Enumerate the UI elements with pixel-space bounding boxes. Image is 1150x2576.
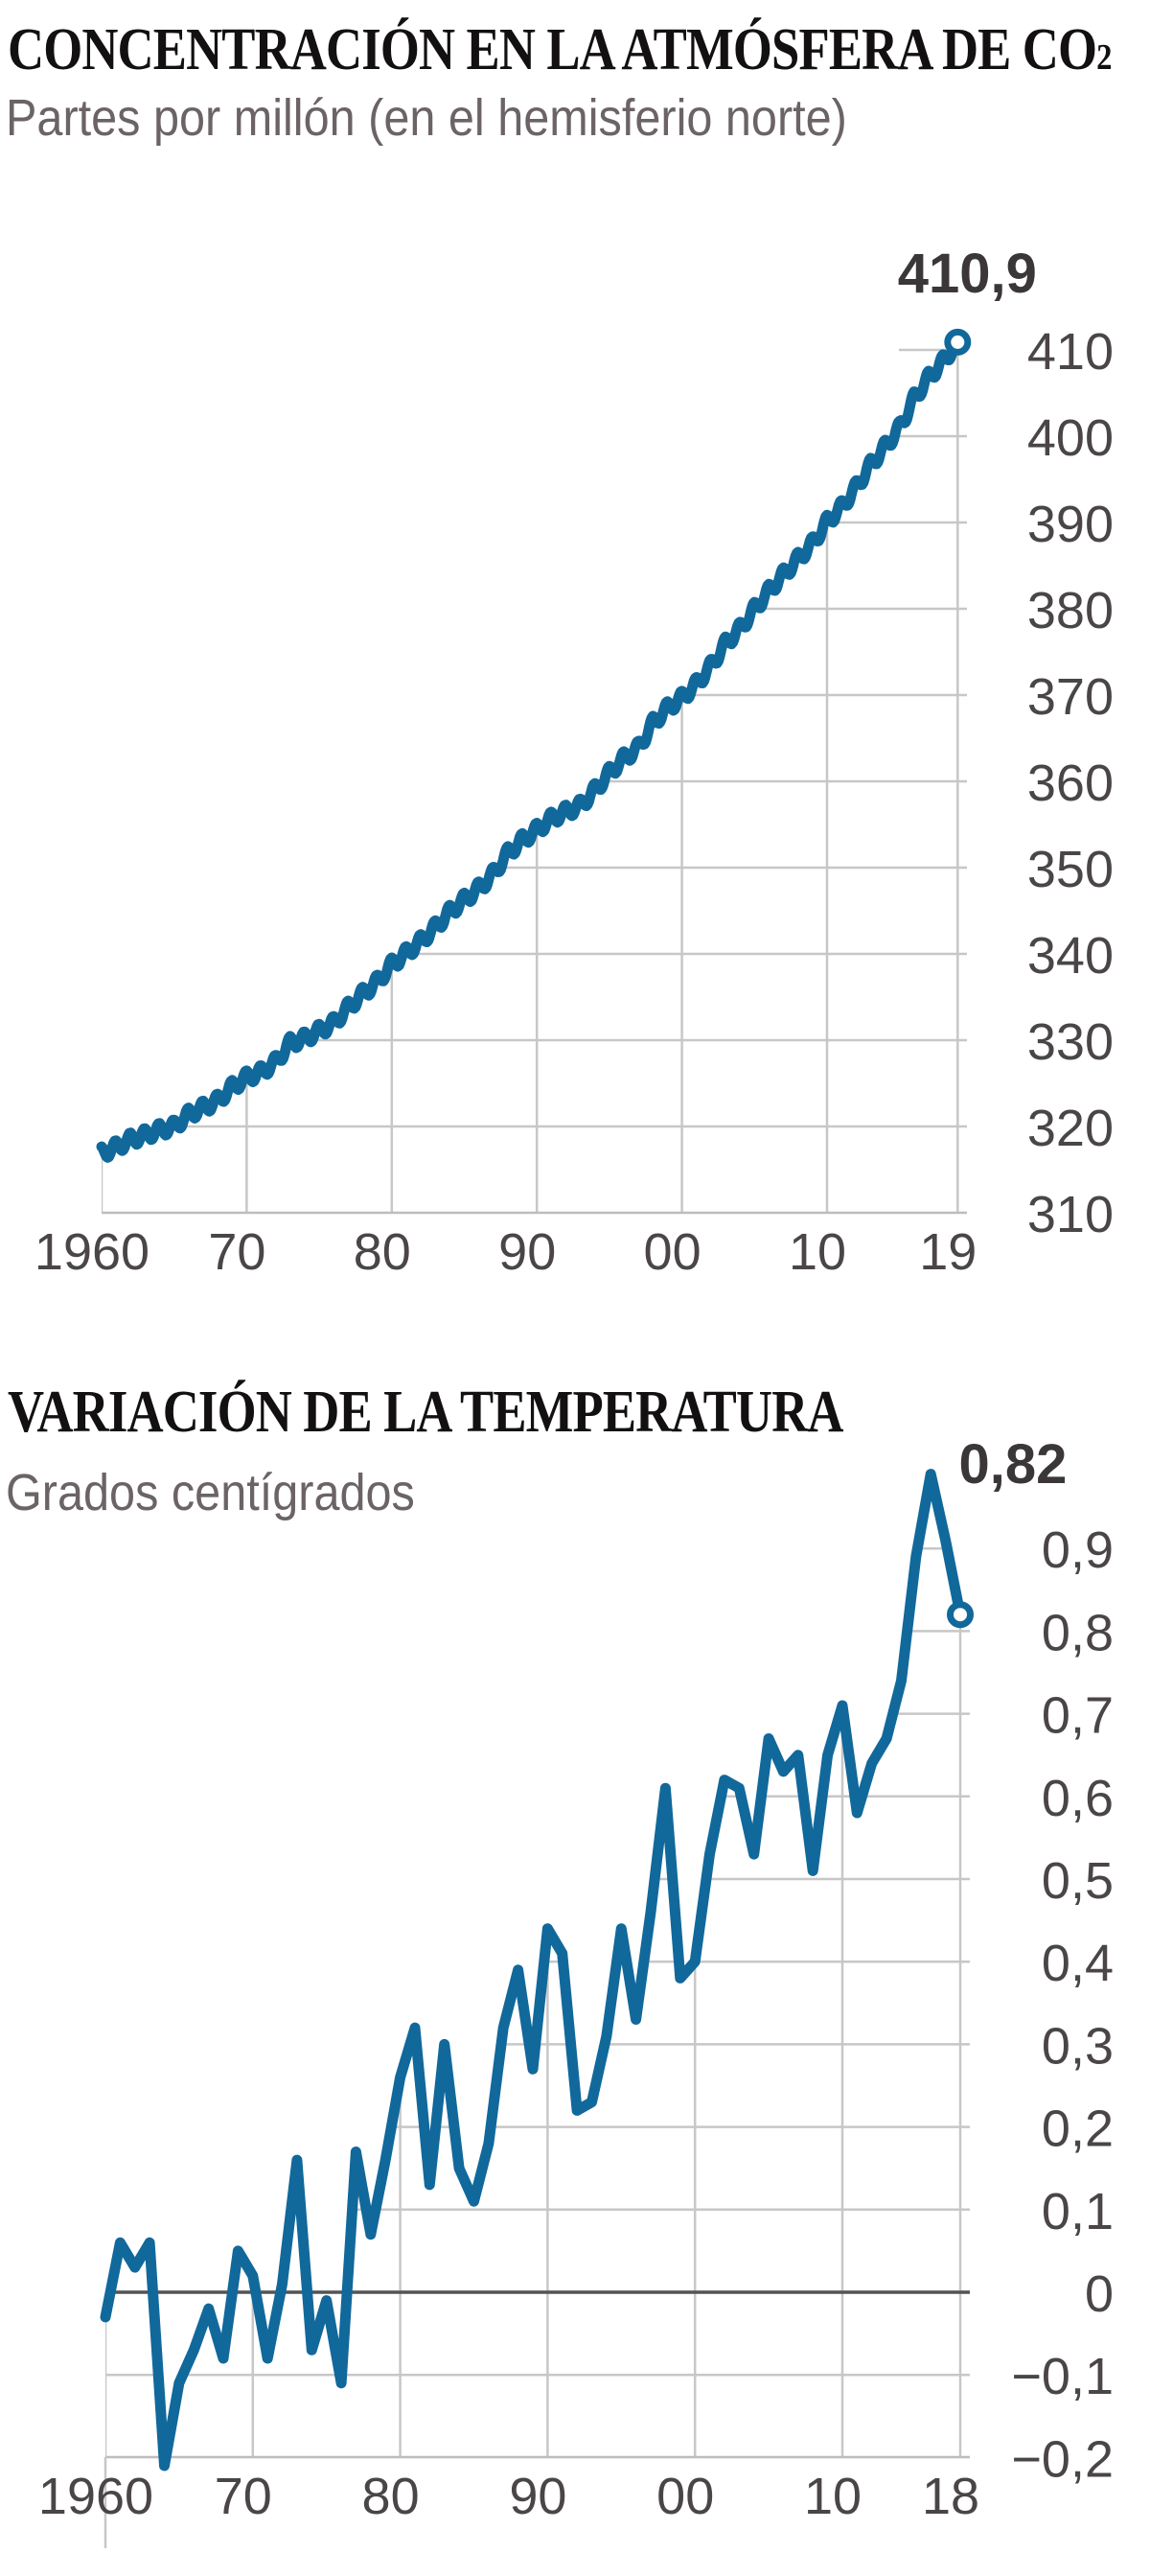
co2-title-text: CONCENTRACIÓN EN LA ATMÓSFERA DE CO: [8, 17, 1097, 82]
co2-line: [96, 332, 963, 1163]
x-tick-label: 70: [208, 1223, 265, 1281]
co2-chart: 410,9 410 400 390 380 370 360 350 340 330 320 310 19…: [34, 243, 1114, 1281]
gridlines: [102, 337, 967, 1213]
y-tick-label: 400: [1027, 409, 1114, 467]
y-tick-label: 0,8: [1042, 1604, 1114, 1661]
temperature-chart-subtitle: Grados centígrados: [6, 1464, 415, 1521]
y-tick-label: 0,3: [1042, 2017, 1114, 2075]
x-tick-label: 90: [498, 1223, 556, 1281]
y-tick-label: 340: [1027, 927, 1114, 985]
x-tick-label: 80: [354, 1223, 411, 1281]
x-tick-label: 00: [644, 1223, 702, 1281]
y-tick-label: 390: [1027, 496, 1114, 553]
x-tick-label: 80: [362, 2468, 420, 2525]
y-tick-label: 0,7: [1042, 1687, 1114, 1745]
y-tick-label: 370: [1027, 668, 1114, 726]
x-tick-label: 90: [509, 2468, 566, 2525]
y-tick-label: 380: [1027, 582, 1114, 639]
x-tick-label: 10: [804, 2468, 862, 2525]
end-value-label: 410,9: [898, 243, 1037, 305]
y-tick-label: 0,4: [1042, 1935, 1114, 1992]
end-point-marker: [947, 1601, 974, 1629]
y-tick-label: 0,1: [1042, 2183, 1114, 2240]
y-tick-label: 350: [1027, 841, 1114, 898]
temperature-title-text: VARIACIÓN DE LA TEMPERATURA: [8, 1380, 843, 1445]
y-axis-labels: 410 400 390 380 370 360 350 340 330 320 310: [1027, 323, 1114, 1243]
y-tick-label: 410: [1027, 323, 1114, 381]
end-point-marker: [944, 328, 972, 356]
x-tick-label: 10: [789, 1223, 846, 1281]
temperature-chart: 0,82 0,9 0,8 0,7 0,6 0,5 0,4 0,3 0,2 0,1 0 −0,1 −0,2…: [38, 1433, 1114, 2548]
y-tick-label: 0,2: [1042, 2100, 1114, 2158]
x-tick-label: 70: [215, 2468, 272, 2525]
temperature-chart-title: VARIACIÓN DE LA TEMPERATURA: [8, 1381, 843, 1444]
temperature-line: [100, 1469, 966, 2472]
co2-title-subscript: 2: [1096, 37, 1112, 78]
y-tick-label: −0,2: [1011, 2430, 1114, 2488]
y-tick-label: 310: [1027, 1186, 1114, 1243]
x-tick-label: 19: [919, 1223, 977, 1281]
y-tick-label: −0,1: [1011, 2348, 1114, 2405]
y-tick-label: 0: [1085, 2265, 1114, 2323]
y-tick-label: 320: [1027, 1100, 1114, 1157]
co2-chart-subtitle: Partes por millón (en el hemisferio nort…: [6, 89, 847, 147]
x-tick-label: 00: [656, 2468, 714, 2525]
y-tick-label: 0,9: [1042, 1521, 1114, 1579]
y-tick-label: 0,5: [1042, 1852, 1114, 1910]
co2-chart-title: CONCENTRACIÓN EN LA ATMÓSFERA DE CO2: [8, 17, 1112, 82]
y-tick-label: 330: [1027, 1013, 1114, 1071]
x-axis-labels: 1960 70 80 90 00 10 19: [34, 1223, 977, 1281]
y-tick-label: 360: [1027, 754, 1114, 812]
y-axis-labels: 0,9 0,8 0,7 0,6 0,5 0,4 0,3 0,2 0,1 0 −0,1 −0,2: [1011, 1521, 1114, 2488]
x-axis-labels: 1960 70 80 90 00 10 18: [38, 2468, 979, 2525]
x-tick-label: 18: [922, 2468, 979, 2525]
x-tick-label: 1960: [38, 2468, 153, 2525]
x-tick-label: 1960: [34, 1223, 150, 1281]
y-tick-label: 0,6: [1042, 1770, 1114, 1827]
end-value-label: 0,82: [959, 1433, 1068, 1496]
